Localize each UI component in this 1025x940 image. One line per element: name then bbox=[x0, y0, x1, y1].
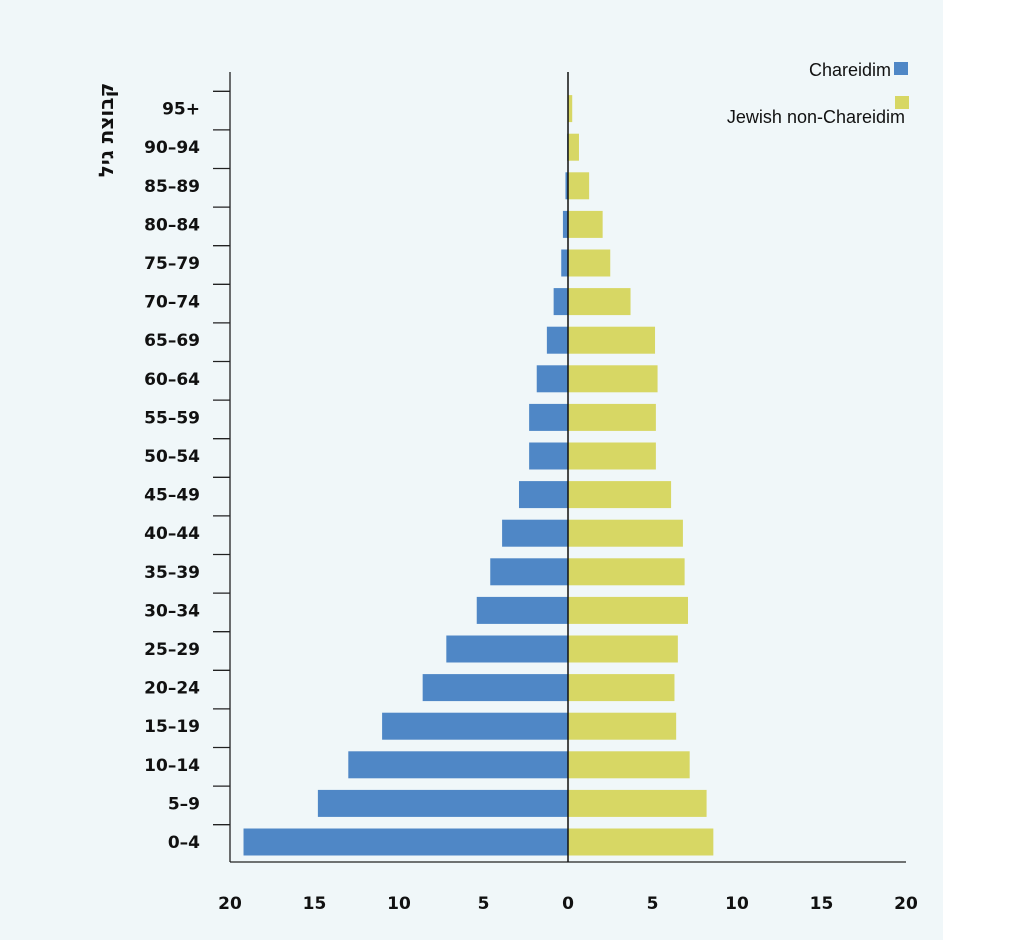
bars-group bbox=[243, 95, 714, 856]
bar-chareidim-1 bbox=[317, 789, 568, 817]
bar-jewish-non-chareidim-16 bbox=[568, 210, 603, 238]
bar-jewish-non-chareidim-15 bbox=[568, 249, 611, 277]
bar-chareidim-16 bbox=[562, 210, 568, 238]
x-tick-label-0: 20 bbox=[218, 894, 242, 914]
category-label-3: 15–19 bbox=[144, 717, 200, 737]
category-label-10: 50–54 bbox=[144, 447, 200, 467]
x-tick-label-4: 0 bbox=[562, 894, 574, 914]
axes-group bbox=[229, 72, 906, 863]
bar-chareidim-4 bbox=[422, 674, 568, 702]
category-label-7: 35–39 bbox=[144, 563, 200, 583]
legend-swatch-chareidim bbox=[894, 62, 908, 75]
category-label-18: 90–94 bbox=[144, 138, 200, 158]
bar-chareidim-2 bbox=[348, 751, 568, 779]
bar-jewish-non-chareidim-18 bbox=[568, 133, 579, 161]
category-label-14: 70–74 bbox=[144, 293, 200, 313]
category-label-17: 85–89 bbox=[144, 177, 200, 197]
bar-jewish-non-chareidim-4 bbox=[568, 674, 675, 702]
category-label-19: 95+ bbox=[162, 100, 200, 120]
category-label-16: 80–84 bbox=[144, 215, 200, 235]
bar-jewish-non-chareidim-19 bbox=[568, 95, 573, 123]
bar-chareidim-11 bbox=[529, 403, 568, 431]
bar-jewish-non-chareidim-11 bbox=[568, 403, 656, 431]
bar-jewish-non-chareidim-12 bbox=[568, 365, 658, 393]
bar-chareidim-5 bbox=[446, 635, 568, 663]
bar-jewish-non-chareidim-13 bbox=[568, 326, 656, 354]
x-tick-label-2: 10 bbox=[387, 894, 411, 914]
category-label-11: 55–59 bbox=[144, 408, 200, 428]
bar-chareidim-10 bbox=[529, 442, 568, 470]
bar-jewish-non-chareidim-0 bbox=[568, 828, 714, 856]
bar-jewish-non-chareidim-1 bbox=[568, 789, 707, 817]
category-label-12: 60–64 bbox=[144, 370, 200, 390]
legend-label-chareidim: Chareidim bbox=[809, 60, 891, 80]
bar-jewish-non-chareidim-2 bbox=[568, 751, 690, 779]
legend-swatch-jewish-non-chareidim bbox=[895, 96, 909, 109]
bar-chareidim-14 bbox=[553, 288, 568, 316]
x-tick-label-5: 5 bbox=[647, 894, 659, 914]
x-tick-label-8: 20 bbox=[894, 894, 918, 914]
bar-chareidim-15 bbox=[561, 249, 568, 277]
chart-panel: 0–4 5–9 10–14 15–19 20–24 25–29 30–34 35–39 40–4… bbox=[0, 0, 943, 940]
bar-chareidim-12 bbox=[536, 365, 568, 393]
x-tick-label-1: 15 bbox=[303, 894, 327, 914]
bar-jewish-non-chareidim-6 bbox=[568, 596, 688, 624]
category-label-6: 30–34 bbox=[144, 601, 200, 621]
y-axis-label: קבוצת גיל bbox=[94, 83, 118, 177]
bar-chareidim-13 bbox=[546, 326, 568, 354]
y-ticks-group bbox=[213, 90, 230, 826]
bar-jewish-non-chareidim-3 bbox=[568, 712, 677, 740]
category-labels-group: 0–4 5–9 10–14 15–19 20–24 25–29 30–34 35–39 40–4… bbox=[144, 100, 200, 853]
bar-chareidim-0 bbox=[243, 828, 568, 856]
legend-label-jewish-non-chareidim: Jewish non-Chareidim bbox=[727, 107, 905, 127]
category-label-0: 0–4 bbox=[168, 833, 200, 853]
bar-chareidim-3 bbox=[382, 712, 568, 740]
category-label-8: 40–44 bbox=[144, 524, 200, 544]
bar-jewish-non-chareidim-5 bbox=[568, 635, 678, 663]
x-tick-label-7: 15 bbox=[810, 894, 834, 914]
legend: Chareidim Jewish non-Chareidim bbox=[727, 60, 909, 127]
category-label-9: 45–49 bbox=[144, 486, 200, 506]
bar-jewish-non-chareidim-8 bbox=[568, 519, 683, 547]
bar-chareidim-8 bbox=[502, 519, 568, 547]
bar-chareidim-7 bbox=[490, 558, 568, 586]
bar-chareidim-9 bbox=[518, 481, 568, 509]
x-tick-label-3: 5 bbox=[478, 894, 490, 914]
category-label-15: 75–79 bbox=[144, 254, 200, 274]
category-label-4: 20–24 bbox=[144, 679, 200, 699]
category-label-13: 65–69 bbox=[144, 331, 200, 351]
category-label-5: 25–29 bbox=[144, 640, 200, 660]
bar-jewish-non-chareidim-9 bbox=[568, 481, 672, 509]
bar-jewish-non-chareidim-14 bbox=[568, 288, 631, 316]
bar-jewish-non-chareidim-10 bbox=[568, 442, 656, 470]
x-tick-labels-group: 20 15 10 5 0 5 10 15 20 bbox=[218, 894, 918, 914]
category-label-2: 10–14 bbox=[144, 756, 200, 776]
x-tick-label-6: 10 bbox=[725, 894, 749, 914]
bar-chareidim-6 bbox=[476, 596, 568, 624]
bar-jewish-non-chareidim-7 bbox=[568, 558, 685, 586]
bar-jewish-non-chareidim-17 bbox=[568, 172, 590, 200]
bar-chareidim-17 bbox=[565, 172, 568, 200]
population-pyramid-chart: 0–4 5–9 10–14 15–19 20–24 25–29 30–34 35–39 40–4… bbox=[94, 60, 918, 914]
category-label-1: 5–9 bbox=[168, 794, 200, 814]
